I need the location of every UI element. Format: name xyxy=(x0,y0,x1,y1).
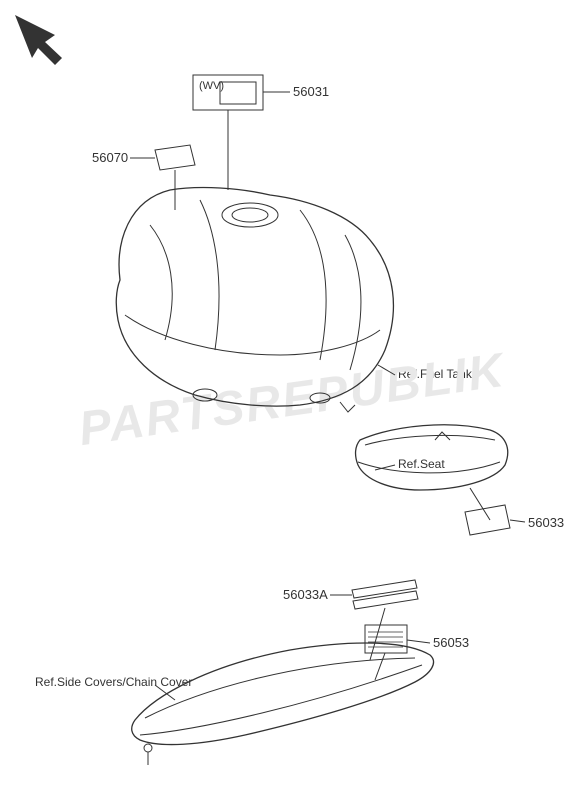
chain-cover-outline xyxy=(132,643,434,765)
parts-diagram xyxy=(0,0,584,800)
seat-cowl-outline xyxy=(356,425,508,520)
label-box-56070 xyxy=(130,145,195,210)
label-box-56031 xyxy=(193,75,290,190)
label-spec-56053 xyxy=(365,625,430,680)
nav-arrow-icon xyxy=(15,15,62,65)
label-stripe-56033A xyxy=(330,580,418,660)
label-box-56033 xyxy=(465,505,525,535)
fuel-tank-outline xyxy=(116,188,395,412)
